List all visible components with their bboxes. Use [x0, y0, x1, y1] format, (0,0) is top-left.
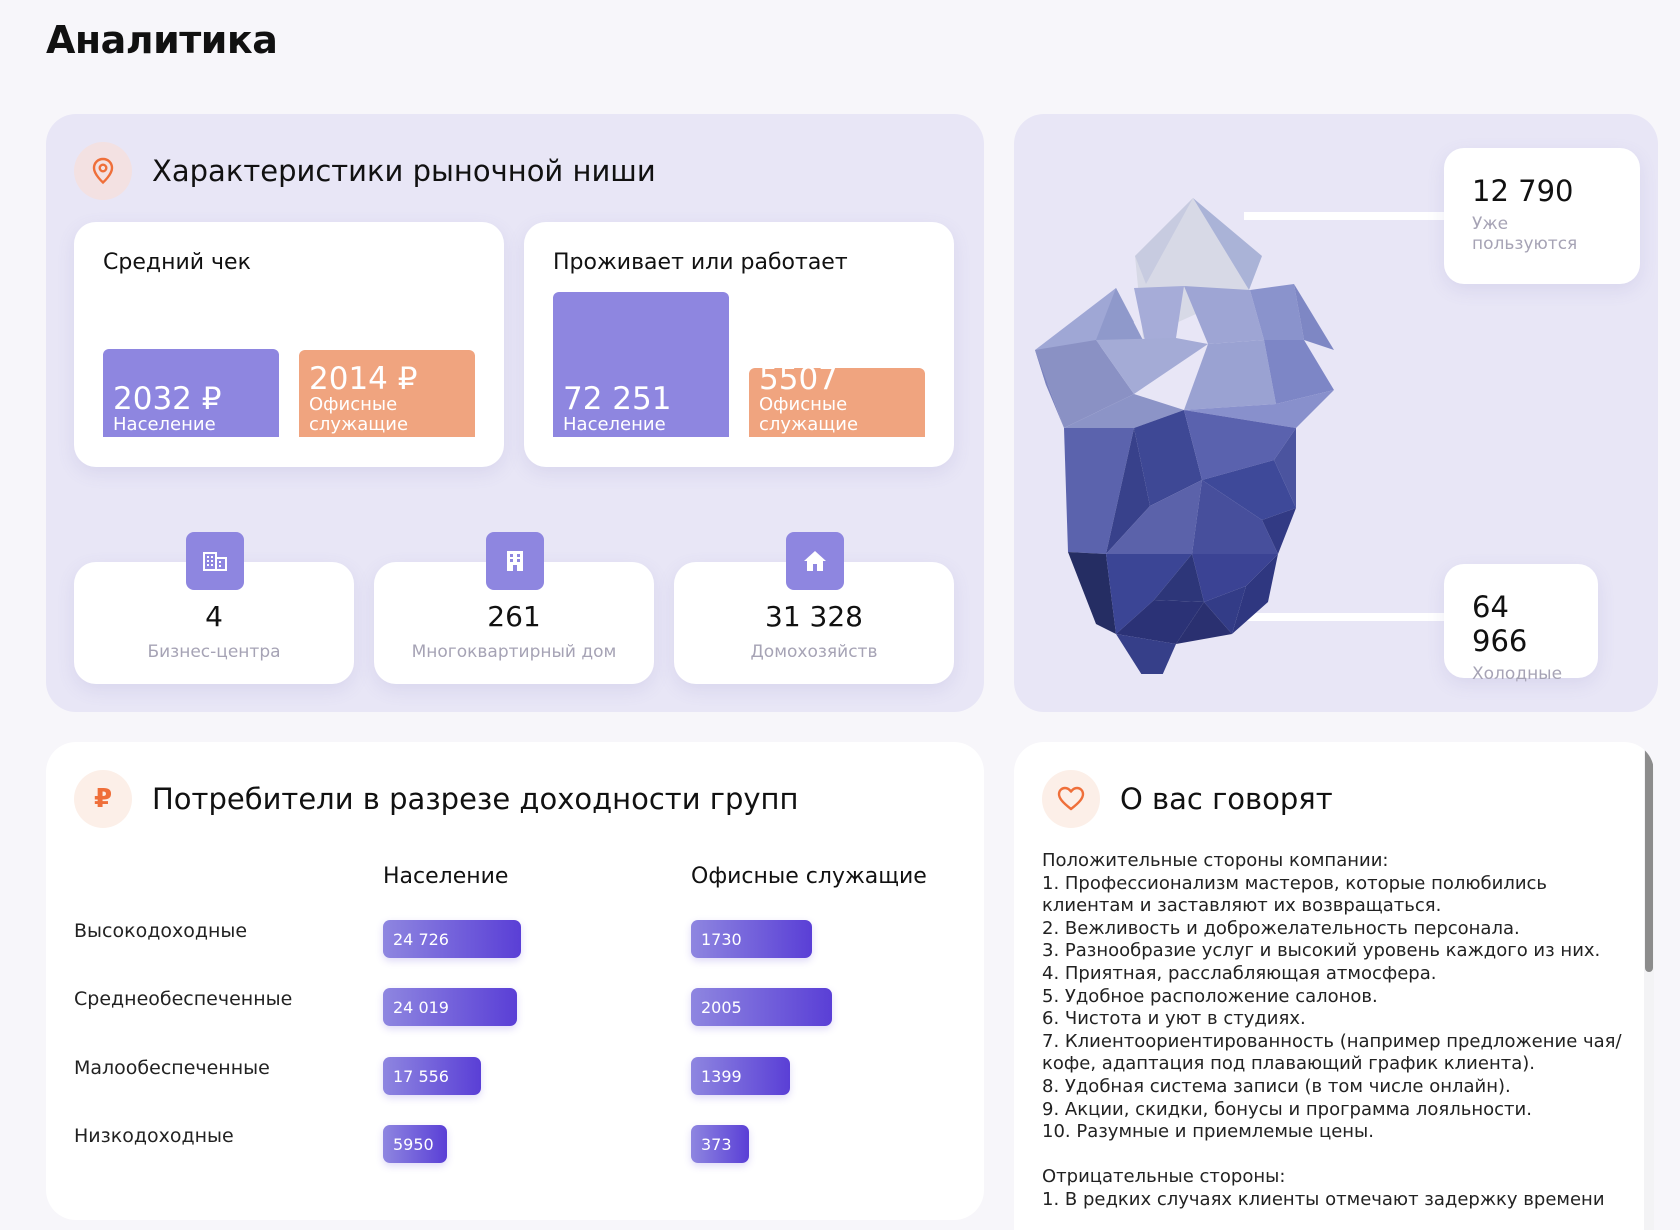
ruble-icon: ₽	[74, 770, 132, 828]
reviews-panel[interactable]: О вас говорят Положительные стороны комп…	[1014, 742, 1654, 1230]
row-label-middle: Среднеобеспеченные	[74, 988, 293, 1010]
using-value: 12 790	[1472, 174, 1574, 208]
residents-office-value: 5507	[759, 368, 838, 398]
using-connector-line	[1244, 212, 1454, 220]
cold-card: 64 966 Холодные	[1444, 564, 1598, 684]
house-icon	[786, 532, 844, 590]
using-label: Уже пользуются	[1472, 214, 1578, 255]
avg-check-office-label: Офисные служащие	[309, 394, 409, 436]
business-centers-label: Бизнес-центра	[147, 642, 281, 662]
avg-check-office-value: 2014 ₽	[309, 361, 418, 398]
page-title: Аналитика	[46, 18, 278, 62]
column-header-population: Население	[383, 864, 509, 889]
market-niche-header: Характеристики рыночной ниши	[74, 142, 656, 200]
cold-label: Холодные	[1472, 664, 1563, 684]
row-label-high: Высокодоходные	[74, 920, 248, 942]
residents-office-label: Офисные служащие	[759, 394, 859, 436]
residents-card: Проживает или работает 72 251 Население …	[524, 222, 954, 467]
market-niche-title: Характеристики рыночной ниши	[152, 154, 656, 188]
reviews-header: О вас говорят	[1042, 770, 1333, 828]
consumers-title: Потребители в разрезе доходности групп	[152, 782, 799, 816]
population-pill-lowest: 5950	[383, 1125, 447, 1163]
reviews-text: Положительные стороны компании: 1. Профе…	[1042, 850, 1622, 1210]
apartment-building-icon	[486, 532, 544, 590]
apartment-buildings-value: 261	[487, 600, 541, 633]
population-pill-middle: 24 019	[383, 988, 517, 1026]
location-pin-icon	[74, 142, 132, 200]
cold-connector-line	[1214, 613, 1454, 621]
row-label-lowest: Низкодоходные	[74, 1125, 234, 1147]
population-pill-high: 24 726	[383, 920, 521, 958]
office-pill-low: 1399	[691, 1057, 790, 1095]
apartment-buildings-label: Многоквартирный дом	[411, 642, 617, 662]
business-centers-value: 4	[205, 600, 223, 633]
market-niche-panel: Характеристики рыночной ниши Средний чек…	[46, 114, 984, 712]
row-label-low: Малообеспеченные	[74, 1057, 270, 1079]
reviews-scrollbar[interactable]	[1644, 742, 1654, 1230]
avg-check-population-label: Население	[113, 414, 216, 436]
residents-office-bar: 5507 Офисные служащие	[749, 368, 925, 437]
office-pill-middle: 2005	[691, 988, 832, 1026]
using-card: 12 790 Уже пользуются	[1444, 148, 1640, 284]
avg-check-card: Средний чек 2032 ₽ Население 2014 ₽ Офис…	[74, 222, 504, 467]
avg-check-office-bar: 2014 ₽ Офисные служащие	[299, 350, 475, 437]
avg-check-title: Средний чек	[103, 250, 251, 275]
apartment-buildings-card: 261 Многоквартирный дом	[374, 532, 654, 684]
households-value: 31 328	[765, 600, 863, 633]
iceberg-illustration	[1035, 198, 1334, 674]
heart-icon	[1042, 770, 1100, 828]
avg-check-population-bar: 2032 ₽ Население	[103, 349, 279, 437]
households-card: 31 328 Домохозяйств	[674, 532, 954, 684]
office-pill-high: 1730	[691, 920, 812, 958]
office-building-icon	[186, 532, 244, 590]
business-centers-card: 4 Бизнес-центра	[74, 532, 354, 684]
column-header-office: Офисные служащие	[691, 864, 927, 889]
reviews-title: О вас говорят	[1120, 782, 1333, 816]
residents-population-bar: 72 251 Население	[553, 292, 729, 437]
consumers-panel: ₽ Потребители в разрезе доходности групп…	[46, 742, 984, 1220]
iceberg-panel: 12 790 Уже пользуются 64 966 Холодные	[1014, 114, 1658, 712]
residents-population-label: Население	[563, 414, 666, 436]
population-pill-low: 17 556	[383, 1057, 481, 1095]
households-label: Домохозяйств	[750, 642, 878, 662]
consumers-header: ₽ Потребители в разрезе доходности групп	[74, 770, 798, 828]
residents-population-value: 72 251	[563, 381, 672, 418]
avg-check-population-value: 2032 ₽	[113, 381, 222, 418]
reviews-scrollbar-thumb[interactable]	[1645, 742, 1653, 972]
office-pill-lowest: 373	[691, 1125, 749, 1163]
residents-title: Проживает или работает	[553, 250, 848, 275]
cold-value: 64 966	[1472, 590, 1528, 658]
